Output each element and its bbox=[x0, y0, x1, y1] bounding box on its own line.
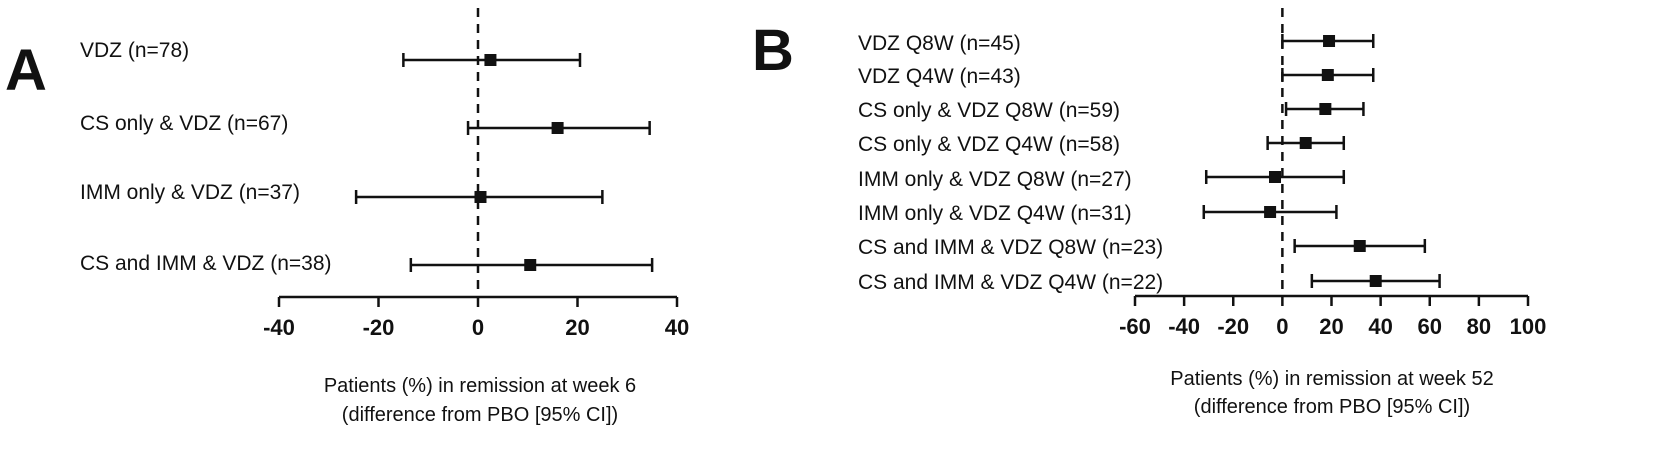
x-tick-label: -40 bbox=[1168, 314, 1200, 339]
point-estimate-marker bbox=[1299, 137, 1312, 149]
point-estimate-marker bbox=[1353, 240, 1366, 252]
point-estimate-marker bbox=[484, 54, 497, 66]
panel-b: B -60 -40 -20 0 20 40 60 80 100 VDZ Q8W (n=45)VD… bbox=[752, 8, 1546, 418]
point-estimate-marker bbox=[524, 259, 537, 271]
panel-b-rows: VDZ Q8W (n=45) VDZ Q4W (n=43) CS only & VD… bbox=[858, 32, 1441, 294]
panel-a-ticks: -40 -20 0 20 40 bbox=[263, 297, 689, 340]
x-tick-label: 20 bbox=[565, 315, 589, 340]
x-tick-label: -20 bbox=[1217, 314, 1249, 339]
panel-a-rows: VDZ (n=78) CS only & VDZ (n=67) IMM only &… bbox=[80, 39, 654, 275]
x-tick-label: -40 bbox=[263, 315, 295, 340]
panel-b-x-axis-title-line1: Patients (%) in remission at week 52 bbox=[1170, 368, 1493, 390]
x-tick-label: 0 bbox=[472, 315, 484, 340]
row-label: VDZ (n=78) bbox=[80, 39, 189, 62]
row-label: IMM only & VDZ Q4W (n=31) bbox=[858, 202, 1132, 225]
row-label: CS and IMM & VDZ Q8W (n=23) bbox=[858, 236, 1163, 259]
row-label: CS only & VDZ Q8W (n=59) bbox=[858, 99, 1120, 122]
x-tick-label: 60 bbox=[1418, 314, 1442, 339]
forest-row: IMM only & VDZ Q4W (n=31) bbox=[858, 202, 1338, 225]
forest-row: VDZ (n=78) bbox=[80, 39, 582, 67]
point-estimate-marker bbox=[1323, 35, 1336, 47]
x-tick-label: 40 bbox=[1368, 314, 1392, 339]
row-label: CS only & VDZ Q4W (n=58) bbox=[858, 133, 1120, 156]
point-estimate-marker bbox=[474, 191, 487, 203]
x-tick-label: -20 bbox=[363, 315, 395, 340]
row-label: CS and IMM & VDZ (n=38) bbox=[80, 252, 332, 275]
x-tick-label: 80 bbox=[1467, 314, 1491, 339]
point-estimate-marker bbox=[551, 122, 564, 134]
panel-b-ticks: -60 -40 -20 0 20 40 60 80 100 bbox=[1119, 296, 1546, 339]
panel-b-x-axis-title-line2: (difference from PBO [95% CI]) bbox=[1194, 396, 1470, 418]
forest-row: CS and IMM & VDZ Q8W (n=23) bbox=[858, 236, 1427, 259]
x-tick-label: 20 bbox=[1319, 314, 1343, 339]
panel-a: A -40 -20 0 20 40 VDZ (n=78) CS only & VDZ (n… bbox=[5, 8, 689, 426]
x-tick-label: -60 bbox=[1119, 314, 1151, 339]
panel-a-x-axis-title-line2: (difference from PBO [95% CI]) bbox=[342, 404, 618, 426]
panel-a-label: A bbox=[5, 38, 47, 103]
point-estimate-marker bbox=[1269, 171, 1282, 183]
point-estimate-marker bbox=[1319, 103, 1332, 115]
forest-row: IMM only & VDZ (n=37) bbox=[80, 181, 604, 204]
row-label: VDZ Q4W (n=43) bbox=[858, 65, 1021, 88]
row-label: CS only & VDZ (n=67) bbox=[80, 112, 288, 135]
forest-row: VDZ Q8W (n=45) bbox=[858, 32, 1375, 55]
point-estimate-marker bbox=[1321, 69, 1334, 81]
panel-a-x-axis-title-line1: Patients (%) in remission at week 6 bbox=[324, 375, 636, 397]
x-tick-label: 100 bbox=[1510, 314, 1547, 339]
forest-row: CS only & VDZ (n=67) bbox=[80, 112, 651, 135]
row-label: IMM only & VDZ (n=37) bbox=[80, 181, 300, 204]
forest-row: CS only & VDZ Q4W (n=58) bbox=[858, 133, 1346, 156]
forest-row: IMM only & VDZ Q8W (n=27) bbox=[858, 168, 1346, 191]
point-estimate-marker bbox=[1369, 275, 1382, 287]
forest-row: VDZ Q4W (n=43) bbox=[858, 65, 1375, 88]
forest-row: CS and IMM & VDZ (n=38) bbox=[80, 252, 654, 275]
forest-row: CS only & VDZ Q8W (n=59) bbox=[858, 99, 1365, 122]
point-estimate-marker bbox=[1264, 206, 1277, 218]
x-tick-label: 40 bbox=[665, 315, 689, 340]
row-label: CS and IMM & VDZ Q4W (n=22) bbox=[858, 271, 1163, 294]
row-label: IMM only & VDZ Q8W (n=27) bbox=[858, 168, 1132, 191]
panel-b-label: B bbox=[752, 18, 794, 83]
x-tick-label: 0 bbox=[1276, 314, 1288, 339]
row-label: VDZ Q8W (n=45) bbox=[858, 32, 1021, 55]
forest-row: CS and IMM & VDZ Q4W (n=22) bbox=[858, 271, 1441, 294]
